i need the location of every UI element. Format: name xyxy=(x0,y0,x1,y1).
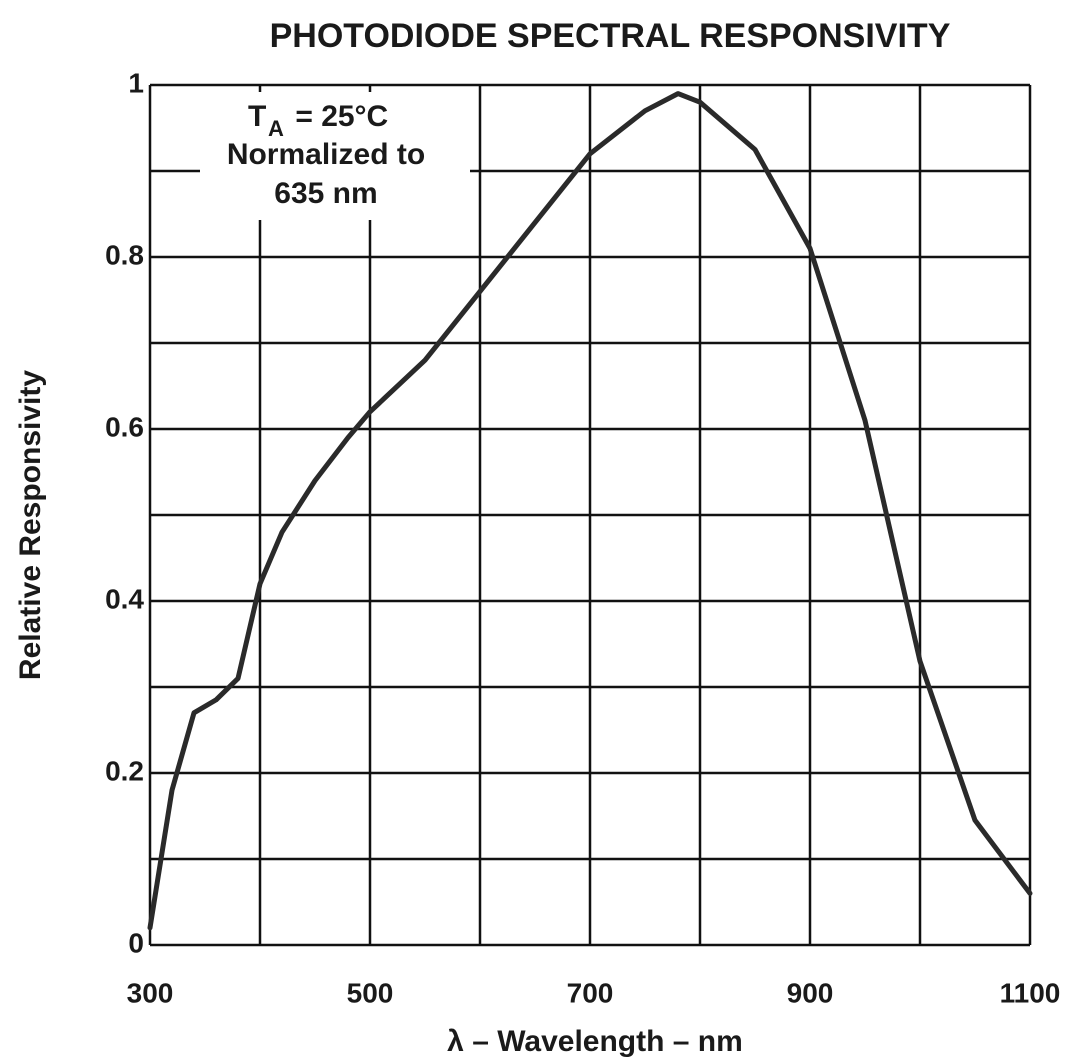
y-tick-label: 0 xyxy=(128,927,144,958)
y-tick-label: 0.2 xyxy=(105,755,144,786)
y-tick-label: 0.4 xyxy=(105,583,144,614)
y-tick-label: 1 xyxy=(128,67,144,98)
x-tick-label: 900 xyxy=(787,977,834,1008)
x-tick-label: 500 xyxy=(347,977,394,1008)
x-axis-label: λ – Wavelength – nm xyxy=(447,1025,743,1058)
x-tick-label: 1100 xyxy=(1000,977,1061,1008)
y-tick-label: 0.6 xyxy=(105,411,144,442)
y-tick-label: 0.8 xyxy=(105,239,144,270)
x-tick-label: 700 xyxy=(567,977,614,1008)
annotation-line: 635 nm xyxy=(274,177,377,210)
chart-title: PHOTODIODE SPECTRAL RESPONSIVITY xyxy=(270,17,951,55)
annotation-bg xyxy=(200,92,470,220)
line xyxy=(147,91,1033,931)
annotation-subscript: A xyxy=(268,116,284,141)
annotation-line: Normalized to xyxy=(227,138,425,171)
y-axis-label: Relative Responsivity xyxy=(14,370,47,680)
x-tick-label: 300 xyxy=(127,977,174,1008)
annotation-symbol: T xyxy=(248,100,266,133)
annotation-text: = 25°C xyxy=(287,100,388,133)
